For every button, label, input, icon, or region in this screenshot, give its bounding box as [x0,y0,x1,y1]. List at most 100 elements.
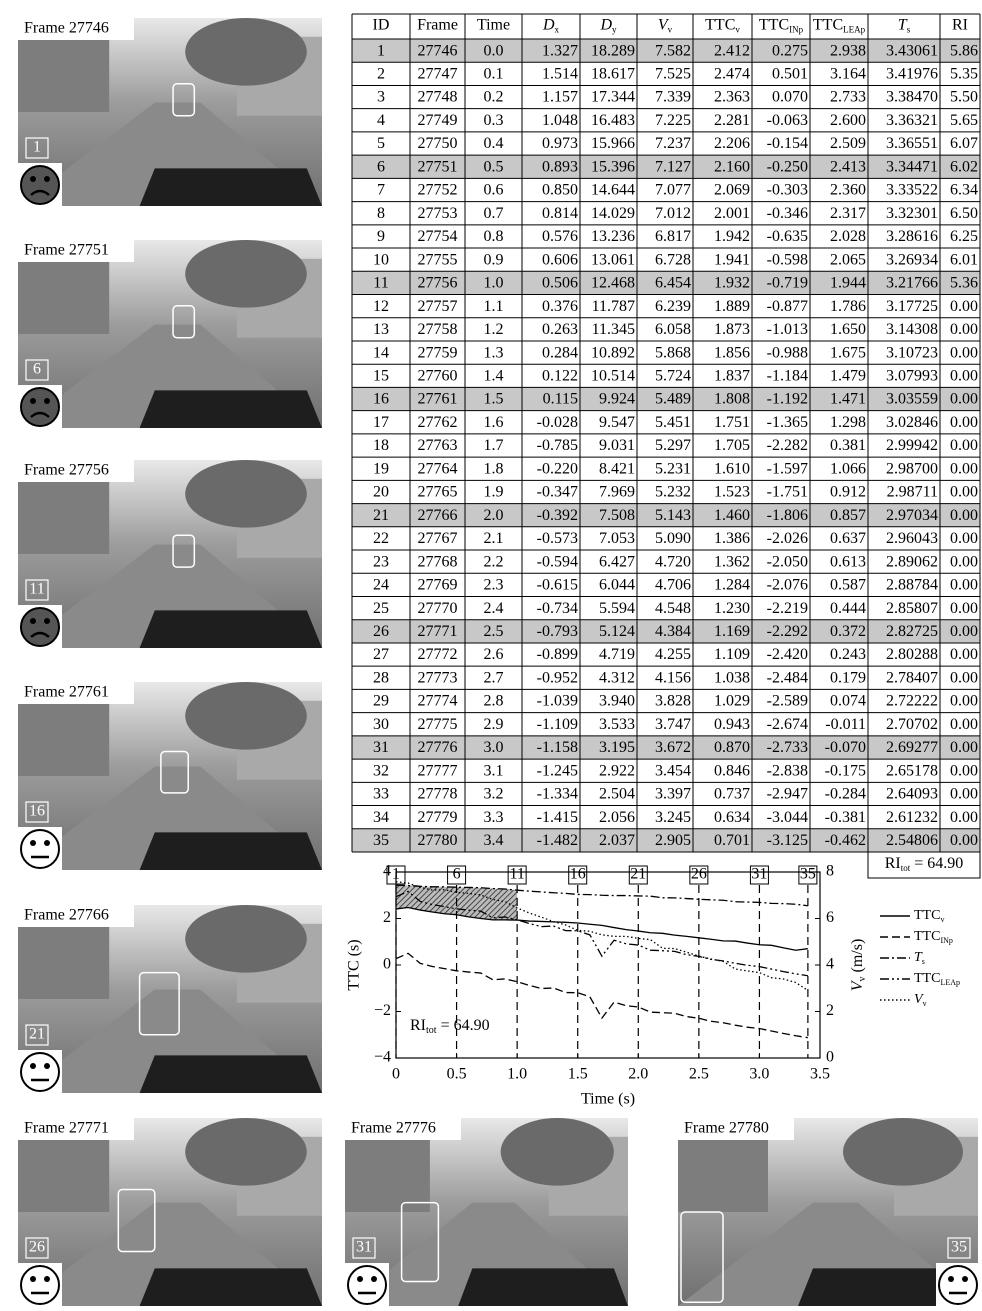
table-cell: -2.838 [767,762,808,779]
table-cell: 1.705 [714,437,750,454]
table-cell: 7.127 [655,158,691,175]
table-header-sub: v [668,25,673,35]
table-cell: 2.99942 [886,437,938,454]
table-cell: 2.5 [484,623,504,640]
table-cell: 27749 [418,112,458,129]
shadow [140,610,322,648]
table-cell: 1.109 [714,646,750,663]
legend-sub: v [923,999,927,1008]
table-cell: 29 [373,693,389,710]
table-cell: 2.905 [655,832,691,849]
table-cell: 0.501 [772,66,808,83]
table-cell: 2.412 [714,42,750,59]
chart-annotation-rest: = 64.90 [437,1017,490,1034]
table-cell: 5.594 [599,600,635,617]
table-cell: 4.548 [655,600,691,617]
table-header-main: RI [952,16,968,33]
building [18,1127,109,1212]
table-cell: 0.8 [484,228,504,245]
table-cell: 0.973 [542,135,578,152]
table-cell: 0.637 [830,530,866,547]
table-cell: 6.427 [599,553,635,570]
table-cell: 5.50 [950,89,978,106]
table-cell: 3.1 [484,762,504,779]
table-cell: 27778 [418,786,458,803]
table-cell: 27751 [418,158,458,175]
table-cell: 2.65178 [886,762,938,779]
table-cell: 0.857 [830,507,866,524]
table-cell: 27753 [418,205,458,222]
table-cell: -0.598 [767,251,808,268]
face-eye [44,176,50,182]
building [18,469,109,554]
table-cell: 3.533 [599,716,635,733]
table-cell: 0.00 [950,484,978,501]
frame-label: Frame 27766 [24,907,109,924]
table-header: TTCv [705,16,740,34]
table-cell: 27754 [418,228,458,245]
table-cell: 1.650 [830,321,866,338]
table-cell: 3.03559 [886,391,938,408]
table-cell: 0.00 [950,623,978,640]
table-cell: 27766 [418,507,458,524]
table-cell: 1.675 [830,344,866,361]
table-cell: -0.303 [767,182,808,199]
y-axis-label: TTC (s) [346,939,363,990]
legend-sub: v [940,915,944,924]
table-cell: 2.98700 [886,460,938,477]
frame-id: 35 [951,1239,967,1256]
tree [185,460,307,528]
table-cell: 3.21766 [886,275,938,292]
table-cell: 0.5 [484,158,504,175]
table-cell: 6.044 [599,577,635,594]
table-cell: 2.64093 [886,786,938,803]
table-cell: 6.01 [950,251,978,268]
table-cell: 4.720 [655,553,691,570]
figure: Frame 277461Frame 277516Frame 2775611Fra… [0,0,982,1311]
table-cell: 27764 [418,460,458,477]
table-cell: 4 [377,112,385,129]
table-cell: -0.070 [825,739,866,756]
table-cell: 33 [373,786,389,803]
y2-tick-label: 0 [826,1049,834,1066]
table-cell: 0.737 [714,786,750,803]
table-cell: 2.4 [484,600,504,617]
shadow [140,390,322,428]
table-cell: 3.4 [484,832,504,849]
table-cell: 27777 [418,762,458,779]
table-header: Vv [658,16,673,34]
table-cell: 18 [373,437,389,454]
table-cell: 5.36 [950,275,978,292]
table-cell: 1.9 [484,484,504,501]
table-cell: -0.063 [767,112,808,129]
table-cell: 5.232 [655,484,691,501]
table-cell: 11.787 [592,298,635,315]
table-cell: 2.413 [830,158,866,175]
frame-label: Frame 27776 [351,1120,436,1137]
table-cell: 5.65 [950,112,978,129]
table-cell: 1.514 [542,66,578,83]
legend-sub: s [922,957,925,966]
table-cell: 5.451 [655,414,691,431]
table-cell: 5.868 [655,344,691,361]
building [18,691,109,776]
table-cell: 2.509 [830,135,866,152]
table-cell: 1.873 [714,321,750,338]
table-cell: 2.069 [714,182,750,199]
table-cell: 2.160 [714,158,750,175]
face-eye [44,1276,50,1282]
table-cell: 7.508 [599,507,635,524]
table-cell: 0.850 [542,182,578,199]
table-cell: 2.98711 [887,484,938,501]
table-cell: 3.43061 [886,42,938,59]
table-cell: 1.230 [714,600,750,617]
table-cell: 4.719 [599,646,635,663]
table-cell: 6.817 [655,228,691,245]
table-cell: 5 [377,135,385,152]
x-tick-label: 2.0 [628,1066,648,1083]
table-cell: -1.013 [767,321,808,338]
table-cell: 0.00 [950,646,978,663]
table-cell: 2.056 [599,809,635,826]
table-cell: 12.468 [591,275,635,292]
table-cell: 2.065 [830,251,866,268]
